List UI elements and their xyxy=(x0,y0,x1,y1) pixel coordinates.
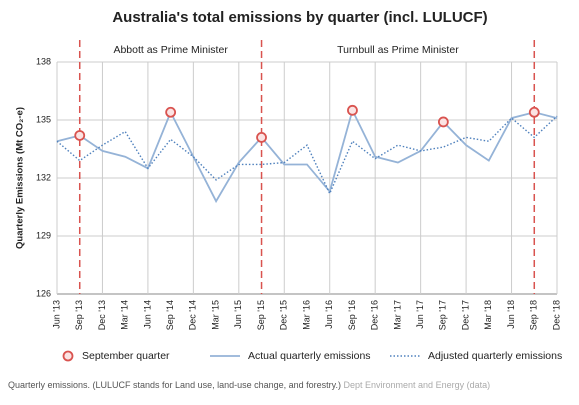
y-tick-label: 132 xyxy=(36,172,51,182)
y-tick-label: 129 xyxy=(36,230,51,240)
legend-label: Adjusted quarterly emissions xyxy=(428,350,562,362)
caption: Quarterly emissions. (LULUCF stands for … xyxy=(8,380,490,390)
caption-text: Quarterly emissions. (LULUCF stands for … xyxy=(8,380,341,390)
legend-marker xyxy=(62,350,74,362)
x-tick-label: Jun '17 xyxy=(415,300,425,329)
x-tick-label: Dec '14 xyxy=(188,300,198,330)
x-tick-label: Dec '17 xyxy=(460,300,470,330)
period-label: Turnbull as Prime Minister xyxy=(337,44,459,56)
x-tick-label: Dec '13 xyxy=(97,300,107,330)
x-tick-label: Mar '14 xyxy=(120,300,130,330)
y-axis-label: Quarterly Emissions (Mt CO₂-e) xyxy=(15,107,26,249)
x-tick-label: Dec '16 xyxy=(370,300,380,330)
x-tick-label: Jun '14 xyxy=(142,300,152,329)
x-tick-label: Mar '17 xyxy=(392,300,402,330)
x-tick-label: Jun '15 xyxy=(233,300,243,329)
chart-title: Australia's total emissions by quarter (… xyxy=(112,9,487,26)
x-tick-label: Mar '15 xyxy=(210,300,220,330)
september-marker xyxy=(74,130,86,141)
x-tick-label: Dec '15 xyxy=(279,300,289,330)
september-marker xyxy=(437,116,449,128)
x-tick-label: Sep '16 xyxy=(347,300,357,330)
legend-label: Actual quarterly emissions xyxy=(248,350,371,362)
x-tick-label: Jun '13 xyxy=(51,300,61,329)
x-tick-label: Jun '18 xyxy=(506,300,516,329)
x-tick-label: Sep '13 xyxy=(74,300,84,330)
legend-label: September quarter xyxy=(82,350,170,362)
source: Dept Environment and Energy (data) xyxy=(344,380,491,390)
x-tick-label: Sep '18 xyxy=(529,300,539,330)
x-tick-label: Sep '17 xyxy=(438,300,448,330)
september-marker xyxy=(528,106,540,118)
y-tick-label: 135 xyxy=(36,114,51,124)
x-tick-label: Dec '18 xyxy=(551,300,561,330)
adjusted-line xyxy=(56,115,558,196)
x-tick-label: Mar '16 xyxy=(301,300,311,330)
actual-line xyxy=(56,107,558,204)
x-tick-label: Mar '18 xyxy=(483,300,493,330)
september-marker xyxy=(347,104,358,116)
period-label: Abbott as Prime Minister xyxy=(113,44,228,56)
september-marker xyxy=(165,106,177,118)
x-tick-label: Sep '15 xyxy=(256,300,266,330)
y-tick-label: 138 xyxy=(36,56,51,66)
x-tick-label: Sep '14 xyxy=(165,300,175,330)
y-tick-label: 126 xyxy=(36,288,51,298)
x-tick-label: Jun '16 xyxy=(324,300,334,329)
september-marker xyxy=(256,131,267,143)
